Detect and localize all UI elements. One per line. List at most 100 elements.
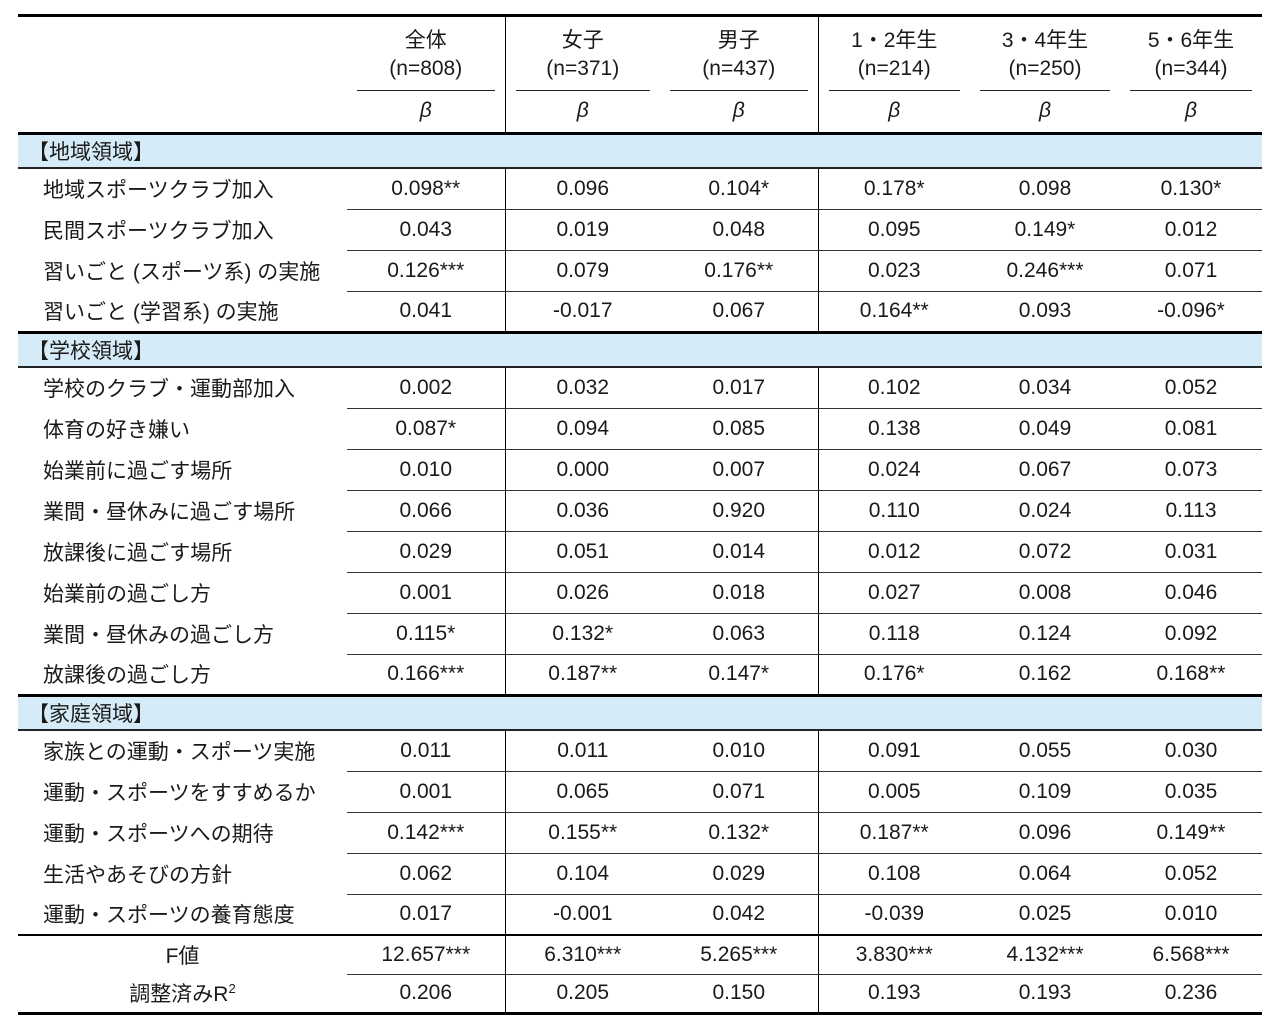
beta-value: 0.031 [1120,531,1262,573]
beta-value: 0.051 [505,531,660,573]
header-underline [828,90,960,91]
beta-value: 0.176* [818,654,970,696]
column-header-boys: 男子 (n=437) [660,15,819,91]
table-row: 家族との運動・スポーツ実施 0.011 0.011 0.010 0.091 0.055 0.… [18,730,1262,772]
beta-value: 0.049 [970,408,1120,450]
beta-value: 0.138 [818,408,970,450]
column-header-grade34: 3・4年生 (n=250) [970,16,1120,91]
footer-value: 0.150 [660,974,819,1013]
beta-value: 0.017 [347,894,506,936]
beta-value: 0.023 [818,250,970,292]
footer-label-superscript: 2 [228,980,236,996]
beta-value: 0.001 [347,572,506,614]
beta-value: 0.168** [1120,654,1262,696]
beta-value: 0.092 [1120,613,1262,655]
beta-value: 0.065 [505,771,660,813]
beta-value: 0.046 [1120,572,1262,614]
beta-value: 0.066 [347,490,506,532]
beta-value: 0.041 [347,291,506,333]
footer-row: 調整済みR2 0.206 0.205 0.150 0.193 0.193 0.236 [18,974,1262,1013]
beta-value: 0.035 [1120,771,1262,813]
beta-symbol: β [660,91,819,133]
beta-value: 0.178* [818,168,970,210]
beta-value: 0.071 [660,771,819,813]
beta-value: 0.005 [818,771,970,813]
column-header-row: 全体 (n=808) 女子 (n=371) 男子 (n=437) 1・2年生 (… [18,15,1262,91]
beta-value: -0.039 [818,894,970,936]
beta-value: 0.010 [1120,894,1262,936]
beta-value: 0.011 [505,730,660,772]
beta-value: 0.012 [1120,209,1262,251]
beta-value: 0.073 [1120,449,1262,491]
column-label: 3・4年生 [1001,29,1089,52]
beta-value: 0.132* [660,812,819,854]
row-label: 運動・スポーツの養育態度 [43,904,295,927]
table-row: 体育の好き嫌い 0.087* 0.094 0.085 0.138 0.049 0.081 [18,408,1262,450]
beta-value: 0.071 [1120,250,1262,292]
column-n: (n=371) [546,57,620,80]
column-header-grade12: 1・2年生 (n=214) [818,16,970,91]
column-n: (n=250) [1008,57,1082,80]
beta-value: 0.162 [970,654,1120,696]
row-label: 運動・スポーツへの期待 [43,822,274,846]
beta-value: 0.079 [505,250,660,292]
beta-value: 0.032 [505,367,660,409]
beta-value: 0.055 [970,730,1120,772]
beta-value: 0.098 [970,168,1120,210]
table-row: 地域スポーツクラブ加入 0.098** 0.096 0.104* 0.178* 0.098… [18,168,1262,210]
beta-value: 0.034 [970,367,1120,409]
footer-value: 4.132*** [970,934,1120,975]
table-row: 生活やあそびの方針 0.062 0.104 0.029 0.108 0.064 0.052 [18,853,1262,895]
column-label: 男子 [717,29,760,52]
beta-value: 0.048 [660,209,819,251]
header-underline [357,90,495,91]
beta-value: 0.029 [347,531,506,573]
row-label: 始業前に過ごす場所 [43,459,233,483]
beta-value: 0.052 [1120,367,1262,409]
beta-value: 0.142*** [347,812,506,854]
beta-value: 0.118 [818,613,970,655]
row-label: 業間・昼休みの過ごし方 [43,623,274,647]
section-header: 【家庭領域】 [18,693,1262,731]
beta-value: 0.920 [660,490,819,532]
footer-value: 6.310*** [505,934,660,975]
beta-value: 0.025 [970,894,1120,936]
footer-value: 6.568*** [1120,934,1262,975]
beta-value: 0.010 [347,449,506,491]
beta-symbol: β [347,91,506,133]
beta-value: 0.052 [1120,853,1262,895]
footer-row: F値 12.657*** 6.310*** 5.265*** 3.830*** 4.132… [18,934,1262,975]
column-n: (n=344) [1154,57,1228,80]
beta-symbol: β [576,99,589,123]
section-band-row: 【地域領域】 [18,131,1262,169]
beta-value: 0.012 [818,531,970,573]
table-row: 運動・スポーツへの期待 0.142*** 0.155** 0.132* 0.187** 0… [18,812,1262,854]
footer-value: 5.265*** [660,934,819,975]
header-underline [1130,90,1252,91]
table-body: 【地域領域】 地域スポーツクラブ加入 0.098** 0.096 0.104* 0.178… [18,131,1262,1013]
beta-symbol: β [1185,99,1197,123]
section-header: 【学校領域】 [18,330,1262,368]
beta-value: 0.002 [347,367,506,409]
footer-value: 0.193 [1018,981,1072,1004]
beta-value: 0.104* [660,168,819,210]
table-header: 全体 (n=808) 女子 (n=371) 男子 (n=437) 1・2年生 (… [18,15,1262,133]
corner-cell [18,16,347,134]
beta-value: 0.149** [1120,812,1262,854]
beta-value: 0.042 [660,894,819,936]
row-label: 放課後の過ごし方 [43,663,211,687]
beta-value: 0.018 [660,572,819,614]
table-row: 習いごと (スポーツ系) の実施 0.126*** 0.079 0.176** 0.02… [18,250,1262,292]
beta-value: 0.011 [347,730,506,772]
column-label: 全体 [404,29,447,52]
beta-value: 0.072 [970,531,1120,573]
row-label: 習いごと (学習系) の実施 [43,300,279,324]
beta-value: 0.187** [818,812,970,854]
table-row: 業間・昼休みの過ごし方 0.115* 0.132* 0.063 0.118 0.124 0.… [18,613,1262,655]
beta-value: 0.008 [970,572,1120,614]
beta-value: 0.067 [970,449,1120,491]
beta-value: 0.043 [347,209,506,251]
section-band-row: 【学校領域】 [18,330,1262,368]
beta-value: 0.067 [660,291,819,333]
beta-value: 0.166*** [347,654,506,696]
